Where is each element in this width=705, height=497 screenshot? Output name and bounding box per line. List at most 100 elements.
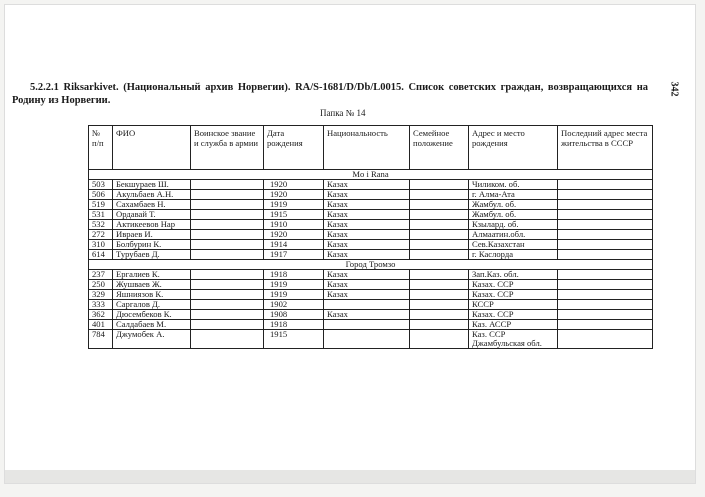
table-row: 333 Саргалов Д. 1902 КССР (88, 299, 653, 310)
table-cell (557, 329, 653, 349)
table-cell: 1908 (263, 309, 324, 320)
table-cell: Жушваев Ж. (112, 279, 191, 290)
table-cell: 1919 (263, 199, 324, 210)
table-cell: Дюсембеков К. (112, 309, 191, 320)
column-header: Национальность (323, 125, 410, 170)
table-cell (409, 249, 469, 260)
table-row: 272 Ивраев И. 1920 Казах Алмаатин.обл. (88, 229, 653, 240)
table-row: 401 Салдабаев М. 1918 Каз. АССР (88, 319, 653, 330)
table-cell (557, 239, 653, 250)
table-cell: Акульбаев А.Н. (112, 189, 191, 200)
table-row: 250 Жушваев Ж. 1919 Казах Казах. ССР (88, 279, 653, 290)
table-cell (557, 249, 653, 260)
table-cell: Казах (323, 239, 410, 250)
table-cell (409, 309, 469, 320)
table-cell: Казах (323, 249, 410, 260)
section-row: Mo i Rana (88, 169, 653, 180)
table-cell: Казах (323, 189, 410, 200)
table-cell: Сев.Казахстан (468, 239, 558, 250)
table-cell: Ергалиев К. (112, 269, 191, 280)
table-cell: 250 (88, 279, 113, 290)
table-row: 531 Ордавай Т. 1915 Казах Жамбул. об. (88, 209, 653, 220)
table-cell: Алмаатин.обл. (468, 229, 558, 240)
table-row: 237 Ергалиев К. 1918 Казах Зап.Каз. обл. (88, 269, 653, 280)
table-cell (190, 279, 264, 290)
citizens-table: № п/п ФИО Воинское звание и служба в армии… (88, 125, 653, 349)
table-cell (190, 329, 264, 349)
table-cell (409, 209, 469, 220)
table-cell: Казах (323, 309, 410, 320)
table-cell (557, 189, 653, 200)
table-cell: Джумобек А. (112, 329, 191, 349)
table-cell: 531 (88, 209, 113, 220)
table-cell (190, 219, 264, 230)
table-cell: Каз. АССР (468, 319, 558, 330)
table-cell: 333 (88, 299, 113, 310)
table-cell (409, 239, 469, 250)
table-cell: Казах (323, 179, 410, 190)
table-cell: 519 (88, 199, 113, 210)
column-header: Семейное положение (409, 125, 469, 170)
column-header: № п/п (88, 125, 113, 170)
table-cell (190, 309, 264, 320)
table-row: 329 Яшниязов К. 1919 Казах Казах. ССР (88, 289, 653, 300)
table-cell (557, 289, 653, 300)
table-cell: Турубаев Д. (112, 249, 191, 260)
table-cell (409, 269, 469, 280)
table-cell: 1914 (263, 239, 324, 250)
header-row: № п/п ФИО Воинское звание и служба в армии… (88, 125, 653, 170)
table-cell (557, 199, 653, 210)
section-title: Mo i Rana (88, 169, 653, 180)
column-header: Последний адрес места жительства в СССР (557, 125, 653, 170)
table-cell: г. Алма-Ата (468, 189, 558, 200)
table-cell (323, 299, 410, 310)
table-cell: 272 (88, 229, 113, 240)
table-cell (557, 319, 653, 330)
column-header: Дата рождения (263, 125, 324, 170)
table-cell: Саргалов Д. (112, 299, 191, 310)
table-cell: Казах (323, 209, 410, 220)
table-cell (409, 179, 469, 190)
table-cell: Кзылард. об. (468, 219, 558, 230)
table-cell: 1915 (263, 209, 324, 220)
table-cell (190, 239, 264, 250)
table-cell (190, 229, 264, 240)
table-cell: Сахамбаев Н. (112, 199, 191, 210)
table-cell: 362 (88, 309, 113, 320)
table-cell: г. Каслорда (468, 249, 558, 260)
table-cell: 1902 (263, 299, 324, 310)
table-cell: КССР (468, 299, 558, 310)
table-cell: 1917 (263, 249, 324, 260)
table-row: 362 Дюсембеков К. 1908 Казах Казах. ССР (88, 309, 653, 320)
table-cell (323, 329, 410, 349)
table-cell: Казах. ССР (468, 279, 558, 290)
table-cell: Актикеевов Нар (112, 219, 191, 230)
table-cell (409, 319, 469, 330)
section-row: Город Тромзо (88, 259, 653, 270)
table-cell: 1919 (263, 289, 324, 300)
table-row: 503 Бекшураев Ш. 1920 Казах Чиликом. об. (88, 179, 653, 190)
table-cell: Казах (323, 229, 410, 240)
table-cell: Казах (323, 269, 410, 280)
table-cell (409, 189, 469, 200)
table-cell (557, 269, 653, 280)
table-cell (409, 329, 469, 349)
table-cell: Чиликом. об. (468, 179, 558, 190)
table-cell: 1920 (263, 189, 324, 200)
table-cell: Яшниязов К. (112, 289, 191, 300)
table-cell (190, 289, 264, 300)
table-cell (557, 179, 653, 190)
table-cell (190, 319, 264, 330)
table-cell (409, 279, 469, 290)
table-cell: Казах (323, 219, 410, 230)
table-cell: Жамбул. об. (468, 209, 558, 220)
table-cell: 329 (88, 289, 113, 300)
table-row: 310 Болбурин К. 1914 Казах Сев.Казахстан (88, 239, 653, 250)
table-cell (557, 279, 653, 290)
table-cell: 310 (88, 239, 113, 250)
table-cell: 1910 (263, 219, 324, 230)
table-cell: 1920 (263, 179, 324, 190)
table-cell (409, 289, 469, 300)
table-cell: 1918 (263, 269, 324, 280)
table-cell (190, 199, 264, 210)
